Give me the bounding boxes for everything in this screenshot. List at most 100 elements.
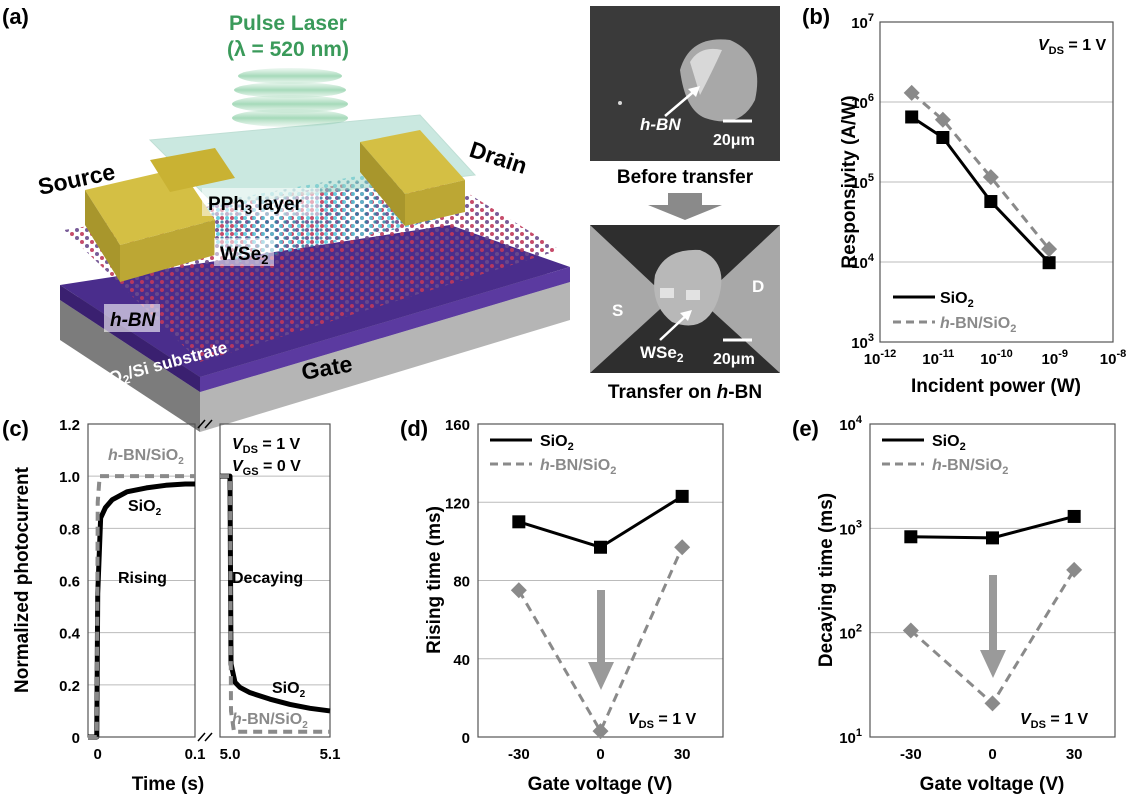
y-tick-label: 160	[445, 417, 470, 434]
panel-c-letter: (c)	[2, 416, 29, 441]
panel-c-xticks: 0 0.1 5.0 5.1	[94, 746, 341, 763]
pph3-label: PPh3 layer	[208, 194, 302, 217]
panel-c-hbn-label-left: h-BN/SiO2	[108, 447, 184, 467]
y-tick-label: 103	[851, 332, 874, 352]
y-tick-label: 102	[839, 623, 862, 643]
y-tick-label: 105	[851, 172, 874, 192]
data-point	[1041, 241, 1058, 258]
panel-e-series	[902, 509, 1083, 712]
panel-b-xlabel: Incident power (W)	[911, 376, 1081, 397]
panel-c-sio2-label-left: SiO2	[128, 498, 162, 518]
data-point	[934, 111, 951, 128]
panel-b-yticks: 103 104 105 106 107	[851, 12, 875, 352]
panel-a: (a) Pulse Laser (λ = 520 nm)	[2, 4, 780, 432]
x-tick-label: 10-10	[980, 348, 1013, 368]
img2-scalebar-label: 20μm	[713, 351, 755, 368]
drain-label: Drain	[466, 136, 530, 179]
panel-b-legend-hbn: h-BN/SiO2	[940, 315, 1016, 335]
data-point	[674, 539, 691, 556]
panel-c-series	[88, 473, 331, 740]
img1-scalebar-label: 20μm	[713, 132, 755, 149]
x-tick-label: 0	[596, 746, 604, 763]
series-line	[88, 481, 195, 740]
transfer-arrow-icon	[648, 193, 722, 220]
panel-b-annotation: VDS = 1 V	[1038, 37, 1107, 57]
x-tick-label: 10-8	[1100, 348, 1126, 368]
y-tick-label: 107	[851, 12, 874, 32]
x-tick-label: 30	[1066, 746, 1083, 763]
y-tick-label: 0.4	[59, 626, 81, 643]
panel-b-letter: (b)	[802, 4, 830, 29]
y-tick-label: 0.2	[59, 678, 80, 695]
data-point	[986, 531, 999, 545]
panel-e-legend-sio2: SiO2	[932, 433, 966, 453]
drain-electrode	[360, 130, 465, 194]
panel-d-ylabel: Rising time (ms)	[424, 506, 445, 654]
wse2-label: WSe2	[220, 244, 268, 267]
data-point	[510, 582, 527, 599]
panel-b-xticks: 10-12 10-11 10-10 10-9 10-8	[864, 348, 1127, 368]
data-point	[592, 723, 609, 740]
x-tick-label: -30	[900, 746, 922, 763]
panel-c-sio2-label-right: SiO2	[272, 680, 306, 700]
y-tick-label: 80	[453, 574, 470, 591]
panel-b-legend: SiO2 h-BN/SiO2	[893, 290, 1016, 335]
panel-b-legend-sio2: SiO2	[940, 290, 974, 310]
y-tick-label: 0	[72, 730, 80, 747]
panel-a-letter: (a)	[2, 4, 29, 29]
panel-c-hbn-label-right: h-BN/SiO2	[232, 711, 308, 731]
img1-hbn-label: h-BN	[640, 115, 681, 134]
panel-c-frame-right	[219, 423, 331, 738]
panel-c-xlabel: Time (s)	[132, 774, 205, 795]
y-tick-label: 104	[839, 414, 863, 434]
panel-c-annotation-vds: VDS = 1 V	[232, 436, 301, 456]
panel-e-annotation: VDS = 1 V	[1020, 711, 1089, 731]
laser-label-1: Pulse Laser	[229, 12, 347, 35]
panel-d-down-arrow-icon	[588, 590, 614, 690]
panel-c-ylabel: Normalized photocurrent	[12, 466, 33, 693]
panel-b-ylabel: Responsivity (A/W)	[839, 95, 860, 268]
data-point	[902, 622, 919, 639]
series-line	[220, 473, 331, 714]
img2-d-label: D	[752, 277, 764, 296]
panel-d-xlabel: Gate voltage (V)	[528, 774, 673, 795]
x-tick-label: 10-9	[1042, 348, 1068, 368]
panel-e-ylabel: Decaying time (ms)	[816, 493, 837, 667]
x-tick-label: 5.0	[220, 746, 241, 763]
panel-d-letter: (d)	[400, 416, 428, 441]
panel-d-series	[510, 489, 691, 740]
after-transfer-caption: Transfer on h-BN	[608, 382, 762, 403]
x-tick-label: 30	[674, 746, 691, 763]
y-tick-label: 120	[445, 495, 470, 512]
panel-c-rising-label: Rising	[118, 570, 167, 587]
hbn-label: h-BN	[110, 310, 157, 331]
panel-d-legend-hbn: h-BN/SiO2	[540, 457, 616, 477]
data-point	[936, 130, 950, 144]
data-point	[982, 169, 999, 186]
y-tick-label: 0	[462, 730, 470, 747]
y-tick-label: 1.2	[59, 417, 80, 434]
panel-d-yticks: 0 40 80 120 160	[445, 417, 470, 747]
panel-c-yticks: 0 0.2 0.4 0.6 0.8 1.0 1.2	[59, 417, 81, 747]
series-line	[220, 474, 330, 734]
x-tick-label: 5.1	[320, 746, 341, 763]
y-tick-label: 101	[839, 727, 862, 747]
y-tick-label: 104	[851, 252, 875, 272]
data-point	[1042, 256, 1056, 270]
x-tick-label: 0	[94, 746, 102, 763]
panel-d-legend-sio2: SiO2	[540, 433, 574, 453]
x-tick-label: 10-12	[864, 348, 897, 368]
panel-e-yticks: 101 102 103 104	[839, 414, 863, 747]
panel-d-annotation: VDS = 1 V	[628, 711, 697, 731]
data-point	[594, 540, 607, 554]
y-tick-label: 0.8	[59, 521, 80, 538]
panel-e-letter: (e)	[792, 416, 819, 441]
series-line	[910, 91, 1051, 251]
img2-wse2-label: WSe2	[640, 343, 684, 365]
x-tick-label: 0	[988, 746, 996, 763]
panel-e-legend-hbn: h-BN/SiO2	[932, 457, 1008, 477]
data-point	[675, 489, 689, 503]
